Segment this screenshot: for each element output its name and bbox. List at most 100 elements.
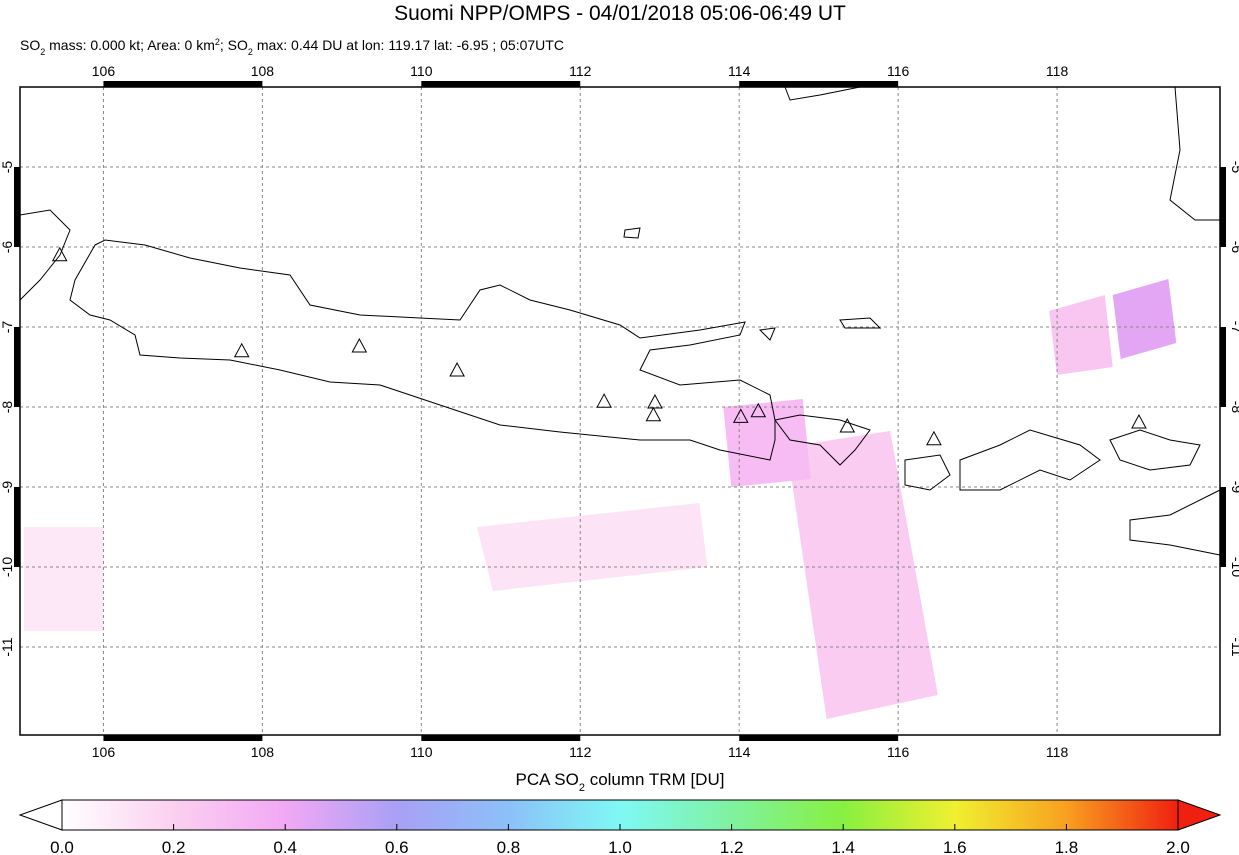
colorbar-tick-label: 1.6 (943, 838, 967, 855)
coastline (1169, 86, 1220, 221)
frame-bar (421, 735, 581, 741)
volcano (51, 246, 68, 262)
so2-pixel (723, 399, 811, 487)
subtitle-part: 2 (248, 47, 253, 57)
so2-pixels (23, 279, 1177, 719)
so2-pixel (476, 503, 708, 591)
y-tick-label: -10 (1229, 557, 1239, 577)
coastline (784, 86, 861, 101)
coastline (19, 209, 71, 301)
volcano (233, 342, 250, 358)
volcano (647, 393, 663, 409)
frame-bar (14, 487, 20, 567)
volcano (351, 337, 368, 353)
colorbar-tick-label: 0.4 (273, 838, 297, 855)
y-tick-label: -7 (1229, 321, 1239, 334)
y-tick-label: -6 (0, 241, 15, 254)
x-tick-label: 116 (887, 63, 910, 79)
y-tick-label: -5 (1229, 161, 1239, 174)
subtitle-part: 2 (215, 37, 220, 47)
volcano (449, 361, 465, 377)
grid (20, 87, 1220, 735)
frame-bar (421, 81, 581, 87)
map-border (19, 86, 1221, 736)
volcano (645, 406, 662, 422)
so2-pixel (1112, 279, 1177, 359)
volcano (596, 393, 612, 408)
title: Suomi NPP/OMPS - 04/01/2018 05:06-06:49 … (394, 2, 846, 25)
x-tick-label: 116 (887, 744, 910, 760)
colorbar-tick-label: 1.0 (608, 838, 632, 855)
volcano (732, 408, 749, 423)
y-tick-label: -5 (0, 161, 15, 174)
subtitle-part: ; SO (220, 37, 248, 53)
x-tick-label: 114 (728, 63, 751, 79)
x-tick-label: 118 (1046, 744, 1069, 760)
coastline (904, 454, 951, 491)
y-tick-label: -9 (0, 481, 15, 494)
colorbar-tick-label: 0.0 (50, 838, 74, 855)
colorbar-tick-label: 0.2 (162, 838, 186, 855)
colorbar-tick-label: 0.8 (497, 838, 521, 855)
x-tick-label: 110 (410, 744, 433, 760)
y-tick-label: -6 (1229, 241, 1239, 254)
coastline (774, 414, 871, 466)
x-tick-label: 106 (92, 63, 116, 79)
colorbar: 0.0 0.2 0.4 0.6 0.8 1.0 1.2 1.4 1.6 1.8 2.0 (18, 799, 1222, 855)
y-tick-label: -7 (0, 321, 15, 334)
coastline (1129, 489, 1221, 556)
y-tick-label: -11 (1229, 637, 1239, 656)
volcano (1131, 413, 1147, 429)
frame-bar (1220, 487, 1226, 567)
volcano (750, 402, 767, 418)
coastline (623, 227, 882, 341)
y-tick-label: -9 (1229, 481, 1239, 494)
frame-bar (1220, 167, 1226, 247)
volcanoes (51, 246, 1147, 446)
colorbar-arrow-high (1177, 799, 1222, 831)
x-tick-label: 112 (569, 744, 592, 760)
x-tick-label: 118 (1046, 63, 1069, 79)
colorbar-tick-label: 1.8 (1055, 838, 1079, 855)
frame-bar (739, 81, 899, 87)
y-tick-label: -8 (0, 401, 15, 414)
subtitle-part: max: 0.44 DU at lon: 119.17 lat: -6.95 ;… (253, 37, 564, 53)
frame-bar (103, 735, 263, 741)
coastline (959, 429, 1101, 491)
x-tick-label: 108 (251, 63, 275, 79)
subtitle-part: SO (20, 37, 40, 53)
coastline (69, 239, 776, 461)
colorbar-tick-label: 2.0 (1166, 838, 1190, 855)
colorbar-tick-label: 1.2 (720, 838, 744, 855)
coastline (1109, 429, 1201, 471)
frame-bar (739, 735, 899, 741)
so2-pixel (23, 527, 104, 631)
colorbar-tick-label: 1.4 (831, 838, 855, 855)
x-tick-label: 106 (92, 744, 116, 760)
colorbar-label-part: 2 (579, 782, 585, 794)
volcano (839, 417, 856, 433)
y-tick-label: -11 (0, 637, 15, 656)
colorbar-tick-label: 0.6 (385, 838, 409, 855)
frame-bar (14, 327, 20, 407)
frame-bar (1220, 327, 1226, 407)
map-frame: 106 106 108 108 110 110 112 112 114 114 116 116 118 1… (0, 63, 1239, 760)
x-tick-label: 112 (569, 63, 592, 79)
x-tick-label: 108 (251, 744, 275, 760)
colorbar-arrow-low (18, 799, 63, 831)
colorbar-label: PCA SO2 column TRM [DU] (516, 770, 725, 794)
x-tick-label: 114 (728, 744, 751, 760)
y-tick-label: -8 (1229, 401, 1239, 414)
colorbar-label-part: PCA SO (516, 770, 579, 789)
so2-pixel (1049, 295, 1113, 375)
colorbar-label-part: column TRM [DU] (585, 770, 725, 789)
x-tick-label: 110 (410, 63, 433, 79)
frame-bar (14, 167, 20, 247)
coastlines (19, 86, 1221, 556)
volcano (926, 430, 942, 446)
subtitle-part: 2 (40, 47, 45, 57)
y-tick-label: -10 (0, 557, 15, 577)
subtitle-part: mass: 0.000 kt; Area: 0 km (45, 37, 215, 53)
subtitle: SO2 mass: 0.000 kt; Area: 0 km2; SO2 max… (20, 37, 564, 57)
